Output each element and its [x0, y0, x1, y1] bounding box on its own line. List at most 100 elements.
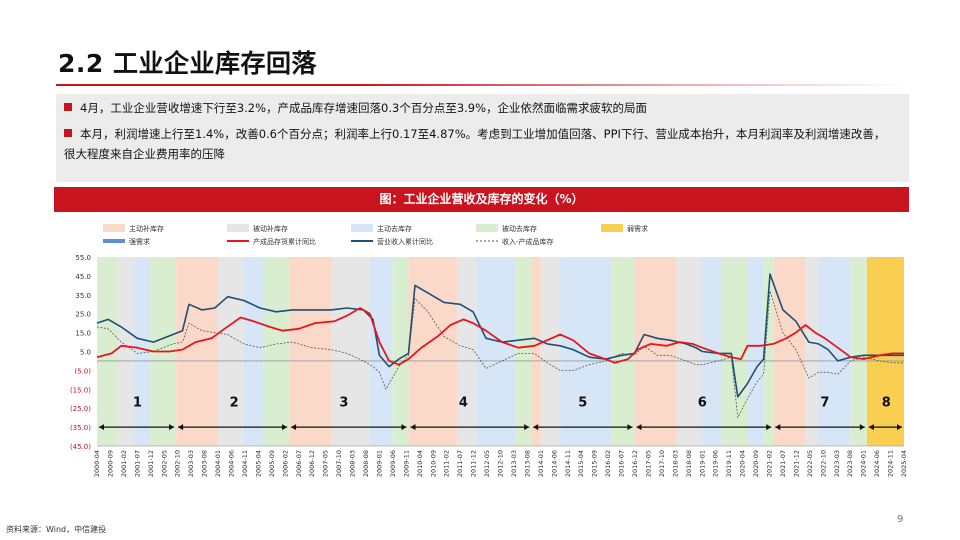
legend-label: 主动补库存: [129, 224, 164, 233]
legend-item: 被动补库存: [227, 224, 288, 233]
legend-label: 弱需求: [627, 224, 648, 233]
title-underline: [56, 84, 906, 86]
cycle-arrow-head-right: [524, 424, 530, 431]
x-tick-label: 2001-07: [133, 450, 141, 477]
y-tick-label: 45.0: [75, 273, 91, 281]
series-line-inventory: [96, 307, 904, 366]
cycle-markers: 1 2 3 4 5 6 7 8: [99, 395, 902, 431]
legend-item: 强需求: [103, 237, 150, 246]
x-tick-label: 2009-06: [389, 450, 397, 477]
regime-band: [531, 257, 541, 446]
legend-item: 营业收入累计同比: [351, 237, 433, 246]
regime-band: [634, 257, 677, 446]
chart-title-banner: 图：工业企业营收及库存的变化（%）: [54, 187, 909, 212]
x-tick-label: 2017-05: [644, 450, 652, 477]
cycle-arrow-head-left: [533, 424, 539, 431]
legend-item: 收入-产成品库存: [476, 237, 554, 246]
x-tick-label: 2011-02: [443, 450, 451, 477]
regime-band: [176, 257, 219, 446]
y-tick-label: 5.0: [80, 349, 91, 357]
x-tick-label: 2009-11: [402, 450, 410, 477]
bullet-1-text: 4月，工业企业营收增速下行至3.2%，产成品库存增速回落0.3个百分点至3.9%…: [80, 101, 648, 115]
x-tick-label: 2024-01: [860, 450, 868, 477]
page-number: 9: [897, 514, 904, 525]
cycle-arrow-head-left: [775, 424, 781, 431]
x-tick-label: 2008-08: [362, 450, 370, 477]
y-tick-label: (25.0): [70, 405, 91, 413]
x-tick-label: 2004-01: [214, 450, 222, 477]
regime-band: [456, 257, 477, 446]
regime-bands: [97, 257, 904, 446]
cycle-label: 8: [882, 395, 891, 410]
cycle-label: 5: [578, 395, 587, 410]
bullet-1: 4月，工业企业营收增速下行至3.2%，产成品库存增速回落0.3个百分点至3.9%…: [64, 98, 647, 118]
page-title: 2.2 工业企业库存回落: [58, 49, 317, 78]
legend-item: 弱需求: [601, 224, 648, 233]
x-tick-label: 2024-11: [887, 450, 895, 477]
cycle-arrow-head-left: [636, 424, 642, 431]
x-tick-label: 2003-03: [187, 450, 195, 477]
x-tick-label: 2024-06: [873, 450, 881, 477]
regime-band: [117, 257, 135, 446]
x-tick-label: 2015-04: [577, 450, 585, 477]
cycle-label: 3: [339, 395, 348, 410]
regime-band: [721, 257, 748, 446]
x-tick-label: 2020-04: [739, 450, 747, 477]
cycle-arrow-head-left: [178, 424, 184, 431]
x-tick-label: 2001-02: [120, 450, 128, 477]
legend-item: 主动补库存: [103, 224, 164, 233]
x-tick-label: 2002-05: [160, 450, 168, 477]
series-line-diff: [96, 290, 904, 418]
regime-band: [331, 257, 370, 446]
bullet-2: 本月，利润增速上行至1.4%，改善0.6个百分点；利润率上行0.17至4.87%…: [64, 124, 894, 164]
cycle-arrow-head-right: [401, 424, 407, 431]
x-tick-label: 2006-12: [308, 450, 316, 477]
y-tick-label: (35.0): [70, 424, 91, 432]
x-tick-label: 2012-05: [483, 450, 491, 477]
x-tick-label: 2012-10: [497, 450, 505, 477]
bullet-square-icon: [64, 103, 72, 111]
legend-label: 主动去库存: [377, 224, 412, 233]
cycle-arrow-head-right: [627, 424, 633, 431]
x-tick-label: 2018-08: [685, 450, 693, 477]
regime-band: [134, 257, 151, 446]
x-tick-label: 2007-10: [335, 450, 343, 477]
regime-band: [818, 257, 851, 446]
x-tick-label: 2013-08: [523, 450, 531, 477]
regime-band: [850, 257, 867, 446]
x-tick-label: 2011-12: [470, 450, 478, 477]
cycle-arrow-head-left: [868, 424, 874, 431]
cycle-label: 6: [698, 395, 707, 410]
source-note: 资料来源：Wind，中信建投: [6, 525, 107, 534]
x-tick-label: 2023-08: [846, 450, 854, 477]
regime-band: [515, 257, 532, 446]
legend-item: 产成品存货累计同比: [227, 237, 316, 246]
x-tick-label: 2016-02: [604, 450, 612, 477]
regime-band: [263, 257, 290, 446]
regime-band: [676, 257, 703, 446]
x-axis: 2000-04 2000-09 2001-02 2001-07 2001-12 2002-…: [93, 445, 908, 477]
x-tick-label: 2022-10: [819, 450, 827, 477]
x-tick-label: 2018-03: [671, 450, 679, 477]
legend-label: 产成品存货累计同比: [253, 237, 316, 246]
legend-label: 收入-产成品库存: [502, 237, 554, 246]
legend-swatch: [476, 224, 498, 232]
x-tick-label: 2010-04: [416, 450, 424, 477]
regime-band: [773, 257, 806, 446]
y-tick-label: (5.0): [74, 367, 91, 375]
cycle-label: 7: [820, 395, 829, 410]
regime-band: [476, 257, 516, 446]
bullet-box: 4月，工业企业营收增速下行至3.2%，产成品库存增速回落0.3个百分点至3.9%…: [56, 94, 909, 182]
regime-band: [369, 257, 393, 446]
regime-band: [218, 257, 244, 446]
legend-item: 主动去库存: [351, 224, 412, 233]
x-tick-label: 2004-06: [228, 450, 236, 477]
x-tick-label: 2003-08: [201, 450, 209, 477]
x-tick-label: 2004-11: [241, 450, 249, 477]
regime-band: [243, 257, 264, 446]
regime-band: [289, 257, 332, 446]
regime-band: [97, 257, 118, 446]
bullet-2-text: 本月，利润增速上行至1.4%，改善0.6个百分点；利润率上行0.17至4.87%…: [64, 127, 886, 161]
x-tick-label: 2017-10: [658, 450, 666, 477]
